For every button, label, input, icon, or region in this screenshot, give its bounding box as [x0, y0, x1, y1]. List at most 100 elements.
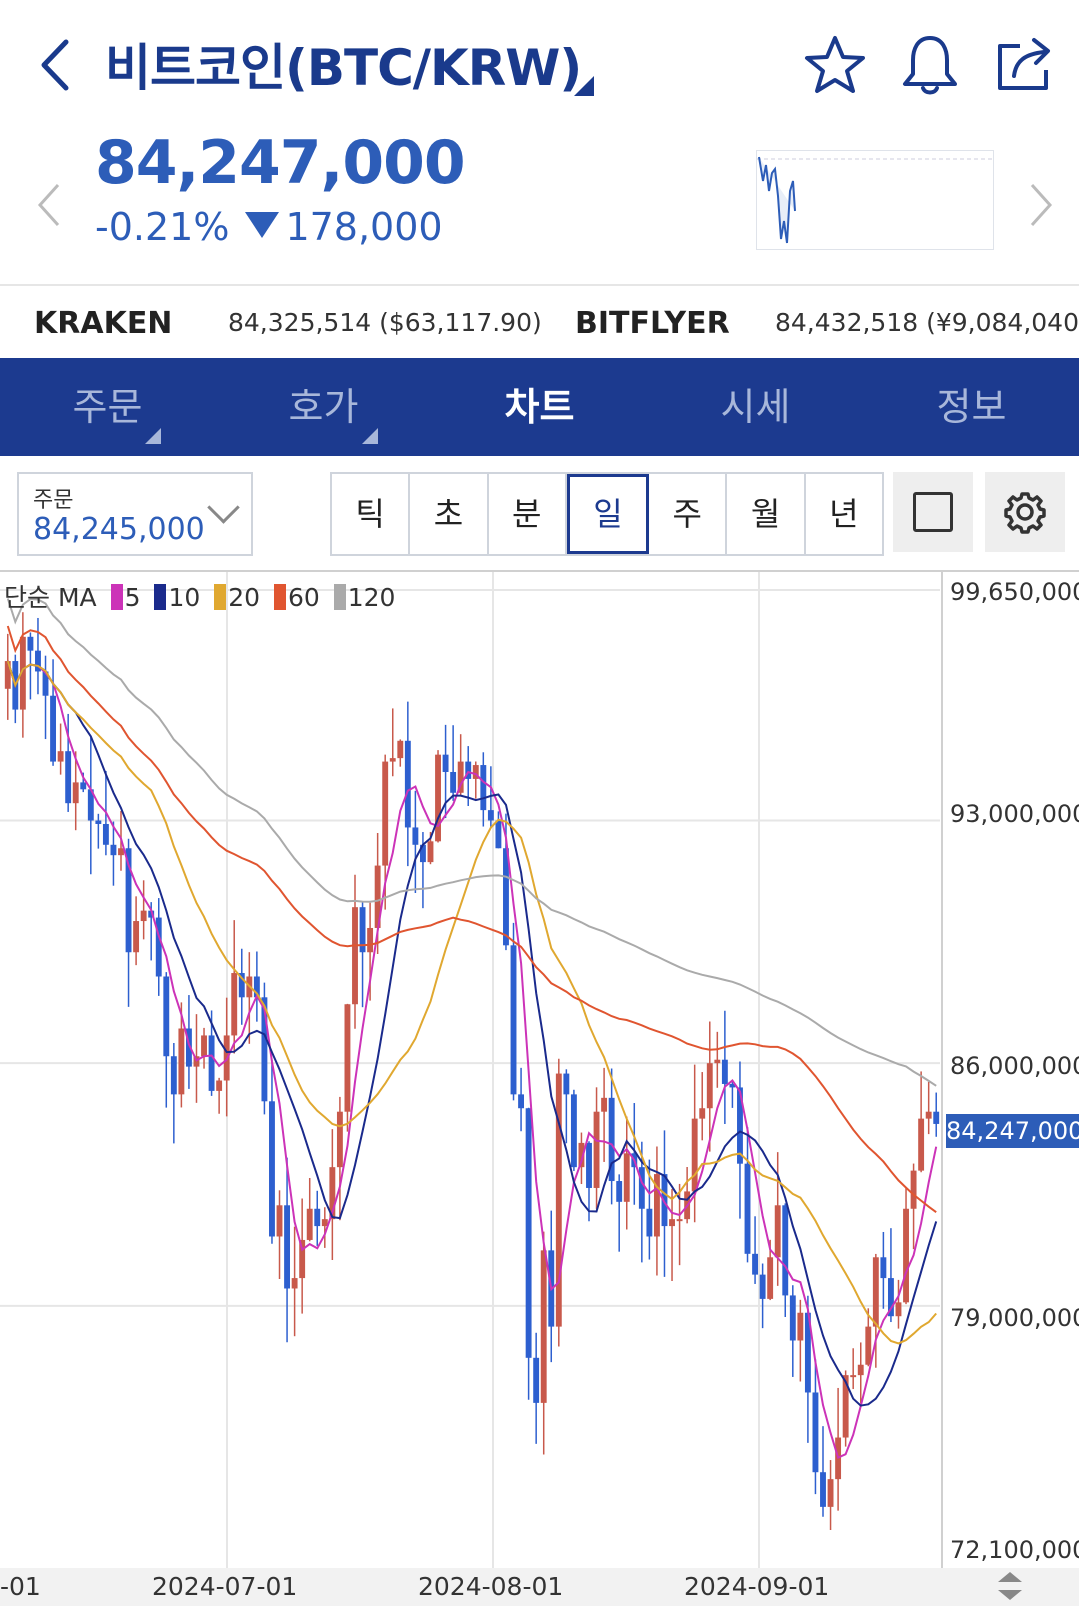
- y-tick-label: 99,650,000: [950, 578, 1079, 606]
- main-tabs: 주문 호가 차트 시세 정보: [0, 358, 1079, 456]
- next-coin-button[interactable]: [1020, 175, 1060, 235]
- ma-line: [6, 598, 937, 1087]
- ma-line: [6, 660, 938, 1407]
- candle: [344, 1004, 351, 1112]
- candle: [133, 921, 140, 953]
- change-percent: -0.21%: [95, 205, 230, 249]
- candle: [359, 907, 366, 953]
- tab-label: 호가: [288, 385, 359, 429]
- title-dropdown-icon[interactable]: [574, 76, 594, 96]
- candlestick-chart[interactable]: [0, 570, 1079, 1568]
- candle: [321, 1219, 328, 1227]
- candle: [540, 1250, 547, 1403]
- candle: [397, 740, 404, 759]
- candle: [170, 1056, 177, 1095]
- candle: [480, 765, 487, 811]
- gear-icon: [1004, 492, 1046, 534]
- candle: [140, 910, 147, 922]
- x-tick-label: 2024-08-01: [418, 1572, 564, 1601]
- exchange-name: BITFLYER: [575, 306, 730, 341]
- period-week-button[interactable]: 주: [649, 474, 728, 554]
- candle: [925, 1111, 932, 1119]
- candle: [419, 844, 426, 863]
- share-button[interactable]: [990, 30, 1060, 100]
- legend-item: 10: [168, 583, 201, 612]
- candle: [616, 1181, 623, 1202]
- exchange-value: 84,325,514 ($63,117.90): [228, 308, 542, 337]
- chart-settings-button[interactable]: [985, 472, 1065, 552]
- back-icon: [41, 39, 69, 91]
- legend-swatch: [110, 584, 123, 610]
- candle: [797, 1312, 804, 1341]
- chart-type-button[interactable]: [893, 472, 973, 552]
- order-label: 주문: [33, 488, 74, 513]
- candle: [533, 1357, 540, 1403]
- candle: [118, 848, 124, 856]
- candle: [57, 751, 64, 762]
- y-tick-label: 86,000,000: [950, 1052, 1079, 1080]
- candle: [95, 820, 102, 824]
- candle: [578, 1142, 585, 1168]
- candle: [216, 1080, 223, 1091]
- candle: [767, 1257, 774, 1299]
- candle: [503, 848, 509, 946]
- period-second-button[interactable]: 초: [410, 474, 489, 554]
- candle: [352, 907, 358, 1005]
- tab-orderbook[interactable]: 호가: [216, 358, 431, 456]
- candle: [329, 1167, 336, 1220]
- candle: [789, 1295, 796, 1341]
- period-minute-button[interactable]: 분: [489, 474, 567, 554]
- tab-info[interactable]: 정보: [864, 358, 1079, 456]
- period-year-button[interactable]: 년: [829, 495, 859, 533]
- candle: [163, 976, 170, 1057]
- candle: [102, 823, 109, 845]
- ma-line: [6, 660, 938, 1459]
- tab-order[interactable]: 주문: [0, 358, 215, 456]
- candle: [253, 976, 260, 998]
- change-amount: 178,000: [285, 205, 443, 249]
- candle: [910, 1170, 917, 1209]
- period-day-button[interactable]: 일: [566, 474, 650, 554]
- candle: [208, 1035, 215, 1091]
- exchange-name: KRAKEN: [34, 306, 173, 341]
- candle: [887, 1278, 894, 1317]
- candle: [412, 827, 419, 845]
- chart-scroll-handle[interactable]: [990, 1568, 1030, 1604]
- candle: [487, 810, 494, 821]
- last-price-badge: 84,247,000: [946, 1114, 1079, 1148]
- favorite-button[interactable]: [800, 30, 870, 100]
- chevron-down-icon: [207, 491, 240, 524]
- x-tick-label: -01: [0, 1572, 41, 1601]
- candle: [714, 1059, 721, 1064]
- candle: [4, 661, 11, 689]
- tab-market[interactable]: 시세: [648, 358, 863, 456]
- candle: [880, 1257, 887, 1279]
- legend-swatch: [333, 584, 346, 610]
- prev-coin-button[interactable]: [30, 175, 70, 235]
- candle: [72, 782, 79, 804]
- period-month-button[interactable]: 월: [727, 474, 806, 554]
- period-tick-button[interactable]: 틱: [332, 474, 411, 554]
- candle: [638, 1167, 645, 1209]
- candle: [593, 1111, 600, 1188]
- candle: [804, 1312, 811, 1393]
- price-chart[interactable]: [0, 570, 1079, 1608]
- back-button[interactable]: [30, 30, 80, 100]
- candle: [510, 945, 517, 1095]
- alert-button[interactable]: [895, 30, 965, 100]
- legend-item: 5: [124, 583, 141, 612]
- candle: [50, 695, 57, 762]
- candle: [19, 636, 26, 710]
- candle: [903, 1208, 909, 1303]
- candle: [495, 820, 502, 849]
- candle: [518, 1094, 525, 1109]
- candle: [563, 1073, 570, 1095]
- candle: [110, 844, 117, 856]
- tab-chart[interactable]: 차트: [432, 358, 647, 456]
- legend-prefix: 단순 MA: [4, 583, 97, 612]
- candle: [276, 1205, 283, 1237]
- ma-legend: 단순 MA 5 10 20 60 120: [4, 578, 395, 614]
- order-price-select[interactable]: 주문 84,245,000: [17, 472, 253, 556]
- candle: [404, 740, 411, 828]
- mini-chart: [756, 150, 994, 250]
